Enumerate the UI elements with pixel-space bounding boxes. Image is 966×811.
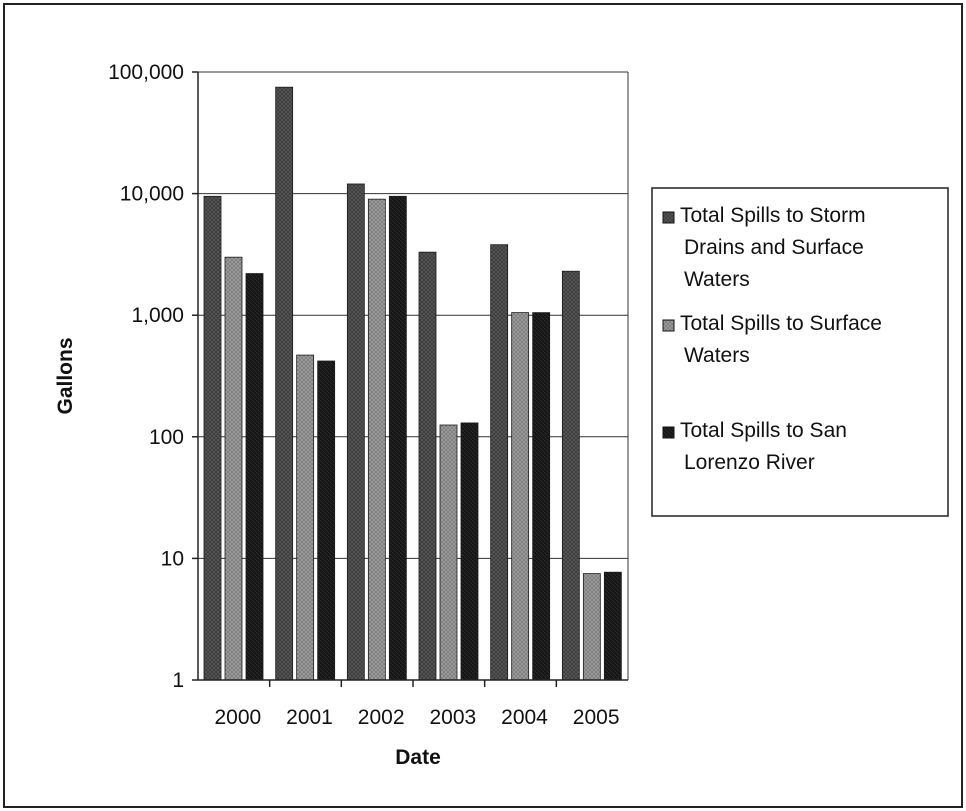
y-tick-label: 10 xyxy=(161,547,184,570)
legend-swatch-2 xyxy=(662,319,675,332)
y-tick-label: 100,000 xyxy=(108,61,184,84)
x-tick-label-2002: 2002 xyxy=(358,706,405,729)
x-axis-title: Date xyxy=(395,746,441,769)
bars xyxy=(203,86,622,681)
bar-2004-series-1 xyxy=(490,244,509,681)
x-tick-label-2003: 2003 xyxy=(429,706,476,729)
x-tick-label-2005: 2005 xyxy=(573,706,620,729)
x-tick-label-2001: 2001 xyxy=(286,706,333,729)
legend-label-2-line-2: Waters xyxy=(684,344,750,367)
legend-label-3-line-1: Total Spills to San xyxy=(680,419,847,442)
bar-2000-series-3 xyxy=(245,273,264,681)
bar-2003-series-2 xyxy=(439,424,458,681)
bar-2003-series-3 xyxy=(460,422,479,681)
axes xyxy=(192,71,628,687)
bar-2004-series-2 xyxy=(511,312,530,681)
gridlines xyxy=(198,71,629,680)
legend-box xyxy=(651,187,949,517)
bar-2005-series-3 xyxy=(603,571,622,681)
bar-2002-series-2 xyxy=(367,198,386,681)
legend-label-1-line-1: Total Spills to Storm xyxy=(680,204,866,227)
x-tick-labels: 2000 2001 2002 2003 2004 2005 xyxy=(214,706,619,729)
y-tick-labels: 1 10 100 1,000 10,000 100,000 xyxy=(108,61,184,692)
x-tick-label-2004: 2004 xyxy=(501,706,548,729)
bar-2001-series-3 xyxy=(317,360,336,681)
bar-2002-series-1 xyxy=(346,183,365,681)
bar-2003-series-1 xyxy=(418,251,437,681)
legend-swatch-3 xyxy=(662,426,675,439)
bar-2001-series-1 xyxy=(275,86,294,681)
bar-2004-series-3 xyxy=(532,312,551,681)
legend-label-3-line-2: Lorenzo River xyxy=(684,451,815,474)
legend-label-2-line-1: Total Spills to Surface xyxy=(680,312,882,335)
bar-2001-series-2 xyxy=(296,354,315,681)
bar-2005-series-1 xyxy=(561,270,580,681)
legend: Total Spills to Storm Drains and Surface W… xyxy=(651,187,949,517)
y-tick-label: 1 xyxy=(172,669,184,692)
bar-2000-series-1 xyxy=(203,195,222,681)
y-tick-label: 1,000 xyxy=(131,304,184,327)
bar-2002-series-3 xyxy=(388,195,407,681)
bar-2005-series-2 xyxy=(582,573,601,681)
y-tick-label: 10,000 xyxy=(120,183,184,206)
legend-label-1-line-3: Waters xyxy=(684,268,750,291)
legend-swatch-1 xyxy=(662,211,675,224)
legend-label-1-line-2: Drains and Surface xyxy=(684,236,864,259)
y-tick-label: 100 xyxy=(149,426,184,449)
y-axis-title: Gallons xyxy=(54,337,77,414)
x-tick-label-2000: 2000 xyxy=(214,706,261,729)
bar-2000-series-2 xyxy=(224,256,243,681)
